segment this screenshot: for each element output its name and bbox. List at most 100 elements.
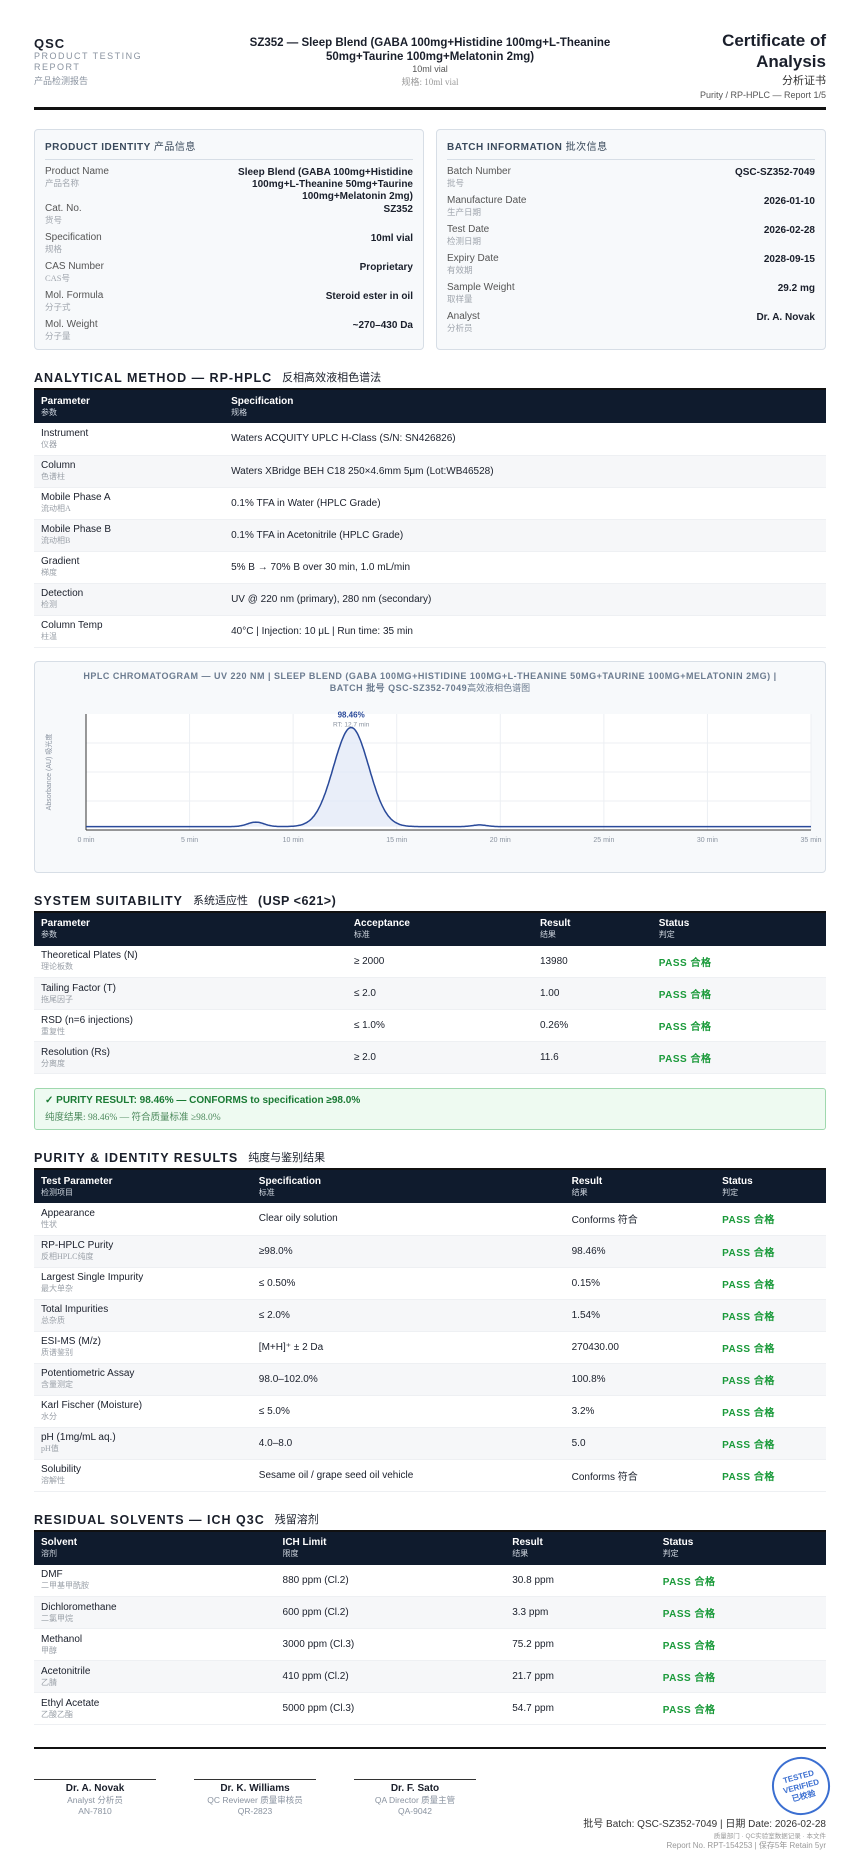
cell: 880 ppm (Cl.2): [275, 1564, 506, 1597]
cell: ≥ 2.0: [346, 1041, 533, 1074]
box-title: PRODUCT IDENTITY 产品信息: [45, 138, 413, 160]
info-row: Expiry Date 有效期 2028-09-15: [447, 253, 815, 282]
column-header-cn: 判定: [658, 930, 675, 939]
signer-id: AN-7810: [78, 1806, 112, 1816]
signer-name: Dr. F. Sato: [390, 1783, 440, 1794]
cell: 0.1% TFA in Water (HPLC Grade): [224, 487, 826, 520]
cell: 1.54%: [564, 1299, 716, 1332]
table-row: RP-HPLC Purity 反相HPLC纯度 ≥98.0% 98.46% PASS 合…: [34, 1235, 826, 1268]
cell: Acetonitrile 乙腈: [34, 1660, 276, 1693]
info-label-cn: 生产日期: [447, 207, 482, 217]
table-body: Instrument 仪器 Waters ACQUITY UPLC H-Class …: [34, 423, 826, 648]
section-heading: ANALYTICAL METHOD — RP-HPLC 反相高效液相色谱法: [34, 368, 826, 390]
data-table: Parameter 参数 Acceptance 标准 Result 结果 Status 判定 T…: [34, 912, 826, 1074]
cell: ≤ 2.0%: [251, 1299, 565, 1332]
cell: PASS 合格: [715, 1267, 826, 1300]
cell: Resolution (Rs) 分离度: [34, 1041, 347, 1074]
table-head: Parameter 参数 Acceptance 标准 Result 结果 Status 判定: [34, 912, 826, 946]
footer-batch: 批号 Batch: QSC-SZ352-7049 | 日期 Date: 2026…: [583, 1819, 826, 1830]
chromatogram-title-cn: 高效液相色谱图: [467, 682, 531, 693]
cell: Detection 检测: [34, 583, 225, 616]
table-row: Solubility 溶解性 Sesame oil / grape seed oil…: [34, 1459, 826, 1492]
cell: Total Impurities 总杂质: [34, 1299, 252, 1332]
column-header-cn: 判定: [722, 1187, 739, 1197]
cell-cn: 质谱鉴别: [41, 1348, 73, 1357]
info-value: 2026-02-28: [763, 225, 815, 236]
x-tick-label: 30 min: [697, 837, 718, 844]
box-title-en: BATCH INFORMATION: [447, 142, 563, 153]
cell: PASS 合格: [715, 1459, 826, 1492]
cell: Waters XBridge BEH C18 250×4.6mm 5μm (Lo…: [224, 455, 826, 488]
column-header: Status 判定: [655, 1531, 826, 1565]
section-title: PURITY & IDENTITY RESULTS: [34, 1151, 239, 1165]
info-row: Analyst 分析员 Dr. A. Novak: [447, 311, 815, 340]
info-value: SZ352: [383, 204, 413, 215]
info-value: Dr. A. Novak: [756, 312, 815, 323]
cell-cn: 分离度: [41, 1058, 65, 1068]
section-title: ANALYTICAL METHOD — RP-HPLC: [34, 371, 273, 385]
footer-report: Report No. RPT-154253 | 保存5年 Retain 5yr: [666, 1841, 826, 1850]
section-title-cn: 反相高效液相色谱法: [282, 372, 382, 384]
cell: PASS 合格: [715, 1427, 826, 1460]
cell: PASS 合格: [655, 1692, 826, 1725]
chromatogram: 0 min 5 min 10 min 15 min 20 min 25 min 30 min…: [44, 710, 822, 844]
cell-cn: 溶解性: [41, 1476, 65, 1485]
cell: ≤ 2.0: [346, 977, 533, 1010]
info-label-cn: 分子量: [45, 331, 71, 341]
box-title-cn: 批次信息: [565, 142, 608, 153]
box-title-cn: 产品信息: [153, 142, 196, 153]
header-left: QSC PRODUCT TESTING REPORT 产品检测报告: [34, 36, 184, 107]
purity-result-cn: 纯度结果: 98.46% — 符合质量标准 ≥98.0%: [45, 1113, 221, 1123]
x-tick-label: 15 min: [386, 837, 407, 844]
table-row: DMF 二甲基甲酰胺 880 ppm (Cl.2) 30.8 ppm PASS 合格: [34, 1564, 826, 1597]
cell: Column Temp 柱温: [34, 615, 225, 648]
cell: 98.0–102.0%: [251, 1363, 565, 1396]
section-heading: SYSTEM SUITABILITY 系统适应性 (USP <621>): [34, 891, 826, 913]
cell: 5000 ppm (Cl.3): [275, 1692, 506, 1725]
info-row: CAS Number CAS号 Proprietary: [45, 261, 413, 290]
x-tick-label: 5 min: [181, 837, 198, 844]
info-boxes: PRODUCT IDENTITY 产品信息 Product Name 产品名称 Sle…: [34, 129, 826, 350]
cell: Largest Single Impurity 最大单杂: [34, 1267, 252, 1300]
info-row: Product Name 产品名称 Sleep Blend (GABA 100mg+…: [45, 166, 413, 203]
column-header-cn: 结果: [512, 1549, 529, 1558]
info-row: Cat. No. 货号 SZ352: [45, 203, 413, 232]
column-header: Status 判定: [651, 912, 826, 946]
cell: Tailing Factor (T) 拖尾因子: [34, 977, 347, 1010]
x-tick-label: 20 min: [490, 837, 511, 844]
column-header: Specification 规格: [224, 390, 826, 423]
cell: PASS 合格: [715, 1203, 826, 1236]
cell: Theoretical Plates (N) 理论板数: [34, 945, 347, 978]
purity-result: ✓ PURITY RESULT: 98.46% — CONFORMS to sp…: [34, 1088, 826, 1130]
info-label-cn: 取样量: [447, 294, 473, 304]
column-header: Specification 标准: [251, 1170, 565, 1203]
chromatogram-title: HPLC CHROMATOGRAM — UV 220 NM | SLEEP BL…: [83, 670, 777, 693]
cell: 21.7 ppm: [505, 1660, 656, 1693]
cell: 5.0: [564, 1427, 716, 1460]
table-row: Largest Single Impurity 最大单杂 ≤ 0.50% 0.15% P…: [34, 1267, 826, 1300]
info-row: Mol. Weight 分子量 ~270–430 Da: [45, 319, 413, 348]
spec: 10ml vial: [412, 64, 448, 74]
column-header: Result 结果: [564, 1170, 716, 1203]
info-row: Test Date 检测日期 2026-02-28: [447, 224, 815, 253]
footer-note: 质量部门 · QC实验室数据记录 · 本文件: [713, 1833, 826, 1840]
table-row: pH (1mg/mL aq.) pH值 4.0–8.0 5.0 PASS 合格: [34, 1427, 826, 1460]
data-table: Parameter 参数 Specification 规格 Instrument 仪器 Wa…: [34, 390, 826, 648]
info-label-cn: 批号: [447, 178, 465, 188]
cell-cn: 流动相B: [41, 536, 71, 545]
cell: Mobile Phase A 流动相A: [34, 487, 225, 520]
chromatogram-box: HPLC CHROMATOGRAM — UV 220 NM | SLEEP BL…: [34, 660, 826, 873]
cell: 0.1% TFA in Acetonitrile (HPLC Grade): [224, 519, 826, 552]
product-title: SZ352 — Sleep Blend (GABA 100mg+Histidin…: [249, 37, 611, 63]
cell: 30.8 ppm: [505, 1564, 656, 1597]
cell: PASS 合格: [655, 1628, 826, 1661]
column-header-cn: 参数: [41, 930, 57, 939]
cell: 100.8%: [564, 1363, 716, 1396]
doc-title-cn: 分析证书: [782, 75, 826, 87]
info-value: 10ml vial: [370, 233, 413, 244]
x-tick-label: 35 min: [800, 837, 821, 844]
y-axis-label: Absorbance (AU) 吸光度: [44, 733, 53, 810]
data-table: Solvent 溶剂 ICH Limit 限度 Result 结果 Status 判定 DMF 二…: [34, 1531, 826, 1725]
data-table: Test Parameter 检测项目 Specification 标准 Result 结…: [34, 1170, 826, 1492]
column-header-cn: 判定: [662, 1549, 679, 1558]
